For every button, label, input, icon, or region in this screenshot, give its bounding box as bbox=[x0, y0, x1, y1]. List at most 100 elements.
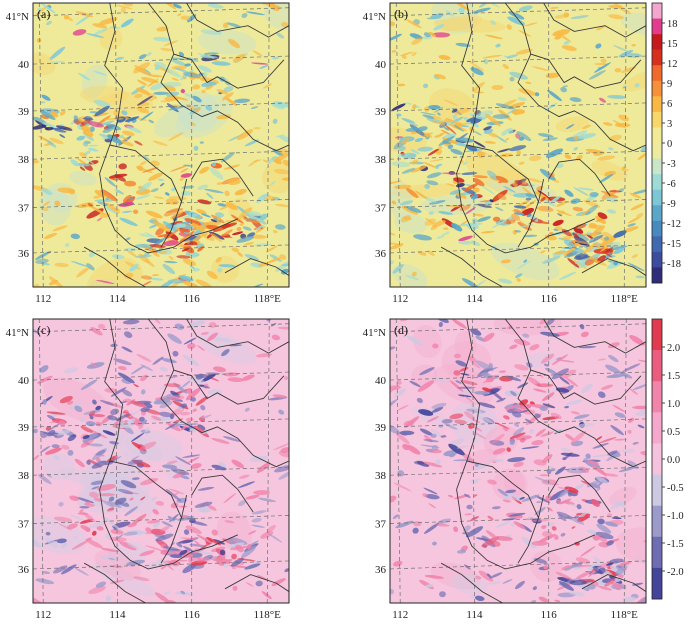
field-streak bbox=[193, 218, 201, 221]
field-streak bbox=[473, 213, 484, 217]
province-boundary bbox=[504, 3, 642, 89]
field-streak bbox=[79, 506, 90, 509]
field-streak bbox=[531, 540, 548, 546]
field-streak bbox=[59, 110, 66, 116]
field-streak bbox=[137, 95, 153, 106]
field-streak bbox=[411, 271, 417, 277]
latitude-gridline bbox=[390, 323, 646, 333]
field-streak bbox=[35, 258, 49, 264]
field-streak bbox=[554, 599, 561, 603]
field-streak bbox=[506, 54, 518, 59]
field-streak bbox=[508, 512, 526, 517]
province-boundary bbox=[517, 53, 646, 152]
field-streak bbox=[529, 429, 534, 434]
longitude-label: 112 bbox=[392, 609, 408, 621]
province-boundary bbox=[83, 562, 146, 603]
field-streak bbox=[181, 247, 190, 252]
field-streak bbox=[578, 564, 592, 567]
field-streak bbox=[410, 148, 420, 155]
field-streak bbox=[113, 358, 132, 366]
latitude-label: 41°N bbox=[363, 11, 386, 23]
field-streak bbox=[167, 395, 185, 401]
field-streak bbox=[620, 561, 630, 566]
field-streak bbox=[93, 99, 111, 108]
latitude-gridline bbox=[33, 150, 289, 160]
field-streak bbox=[513, 212, 525, 216]
field-streak bbox=[539, 474, 550, 477]
field-streak bbox=[259, 64, 269, 69]
field-streak bbox=[486, 581, 502, 585]
field-streak bbox=[480, 230, 495, 234]
field-streak bbox=[102, 430, 116, 436]
field-streak bbox=[191, 252, 198, 259]
colorbar-swatch bbox=[652, 236, 662, 253]
latitude-label: 36 bbox=[375, 248, 387, 260]
field-streak bbox=[205, 372, 221, 375]
field-streak bbox=[278, 148, 288, 154]
field-streak bbox=[557, 210, 566, 215]
field-streak bbox=[124, 506, 139, 517]
field-streak bbox=[177, 515, 195, 521]
field-streak bbox=[53, 455, 60, 460]
field-streak bbox=[611, 517, 622, 520]
latitude-gridline bbox=[33, 466, 289, 476]
field-streak bbox=[123, 331, 133, 338]
field-streak bbox=[391, 161, 411, 168]
field-streak bbox=[390, 33, 403, 42]
field-streak bbox=[613, 438, 628, 441]
field-streak bbox=[270, 322, 277, 327]
field-streak bbox=[394, 184, 412, 189]
field-streak bbox=[184, 218, 202, 226]
field-streak bbox=[406, 102, 412, 105]
field-streak bbox=[176, 255, 191, 259]
field-streak bbox=[590, 498, 600, 507]
field-streak bbox=[54, 200, 61, 207]
field-streak bbox=[495, 206, 504, 212]
field-streak bbox=[225, 97, 238, 106]
field-streak bbox=[598, 585, 613, 591]
field-streak bbox=[518, 88, 537, 96]
field-streak bbox=[133, 576, 150, 582]
field-streak bbox=[483, 58, 489, 65]
field-streak bbox=[124, 272, 134, 279]
field-streak bbox=[539, 331, 560, 337]
field-streak bbox=[556, 163, 564, 169]
field-streak bbox=[518, 136, 525, 141]
latitude-label: 36 bbox=[18, 248, 30, 260]
latitude-label: 40 bbox=[375, 375, 387, 387]
field-streak bbox=[213, 539, 225, 545]
field-streak bbox=[631, 582, 644, 586]
colorbar-tick-label: 12 bbox=[667, 59, 678, 70]
field-streak bbox=[92, 23, 108, 29]
field-streak bbox=[472, 7, 491, 14]
field-streak bbox=[221, 222, 237, 229]
field-streak bbox=[150, 188, 159, 193]
field-streak bbox=[538, 596, 549, 603]
field-streak bbox=[231, 553, 237, 560]
field-streak bbox=[608, 14, 624, 20]
field-streak bbox=[82, 512, 96, 523]
field-streak bbox=[470, 516, 479, 521]
field-streak bbox=[217, 203, 227, 207]
field-streak bbox=[179, 411, 191, 416]
colorbar-swatch bbox=[652, 319, 662, 351]
field-streak bbox=[246, 544, 252, 550]
field-streak bbox=[406, 335, 424, 346]
field-streak bbox=[201, 81, 215, 87]
field-streak bbox=[614, 68, 622, 73]
field-streak bbox=[560, 532, 566, 537]
field-streak bbox=[139, 233, 153, 238]
field-streak bbox=[512, 427, 525, 437]
field-streak bbox=[272, 56, 280, 60]
province-boundary bbox=[440, 562, 503, 603]
field-streak bbox=[117, 488, 134, 495]
field-patch bbox=[555, 116, 590, 133]
field-streak bbox=[193, 145, 199, 151]
field-streak bbox=[164, 421, 179, 430]
field-streak bbox=[571, 526, 576, 529]
field-streak bbox=[197, 486, 215, 491]
field-streak bbox=[572, 566, 584, 570]
field-streak bbox=[468, 60, 485, 72]
field-streak bbox=[578, 133, 597, 140]
field-streak bbox=[180, 590, 186, 595]
